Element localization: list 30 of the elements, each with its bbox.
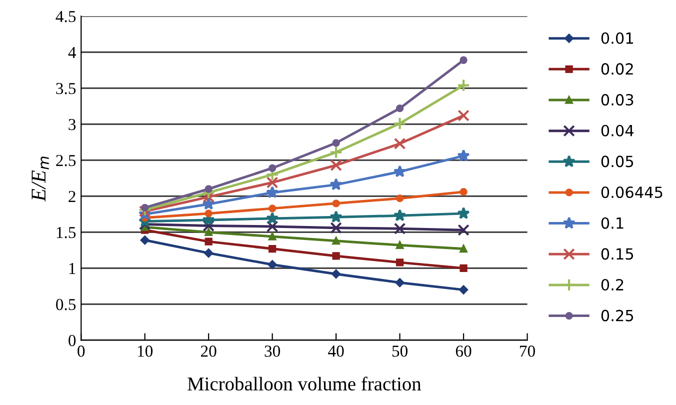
y-tick-label: 1.5 [56, 226, 76, 238]
x-tick-label: 20 [200, 346, 216, 357]
legend-label: 0.02 [601, 63, 633, 75]
legend-label: 0.2 [601, 278, 624, 291]
x-tick-label: 70 [520, 346, 535, 357]
legend-label: 0.03 [601, 94, 634, 106]
legend-label: 0.05 [601, 156, 634, 168]
y-tick-label: 2 [68, 190, 76, 202]
y-tick-label: 1 [69, 262, 76, 274]
legend-label: 0.01 [601, 32, 633, 44]
x-tick-label: 50 [392, 346, 408, 357]
x-tick-label: 10 [138, 346, 153, 357]
x-axis-title: Microballoon volume fraction [188, 376, 422, 391]
y-axis-title: E/E$_{m}$ [32, 156, 49, 202]
legend-label: 0.15 [601, 248, 634, 260]
y-tick-label: 4.5 [56, 11, 76, 22]
y-tick-label: 4 [68, 47, 76, 58]
y-tick-label: 0 [68, 334, 76, 346]
x-tick-label: 40 [328, 346, 344, 357]
legend-label: 0.1 [601, 217, 624, 229]
y-tick-label: 0.5 [56, 298, 76, 310]
y-tick-label: 3.5 [56, 82, 76, 94]
y-tick-label: 2.5 [56, 154, 76, 166]
legend-label: 0.25 [601, 310, 634, 322]
x-tick-label: 0 [78, 346, 85, 357]
x-tick-label: 60 [456, 346, 472, 357]
x-tick-label: 30 [264, 346, 280, 357]
legend-label: 0.04 [601, 124, 634, 136]
legend-label: 0.06445 [601, 186, 662, 198]
y-tick-label: 3 [68, 118, 76, 130]
